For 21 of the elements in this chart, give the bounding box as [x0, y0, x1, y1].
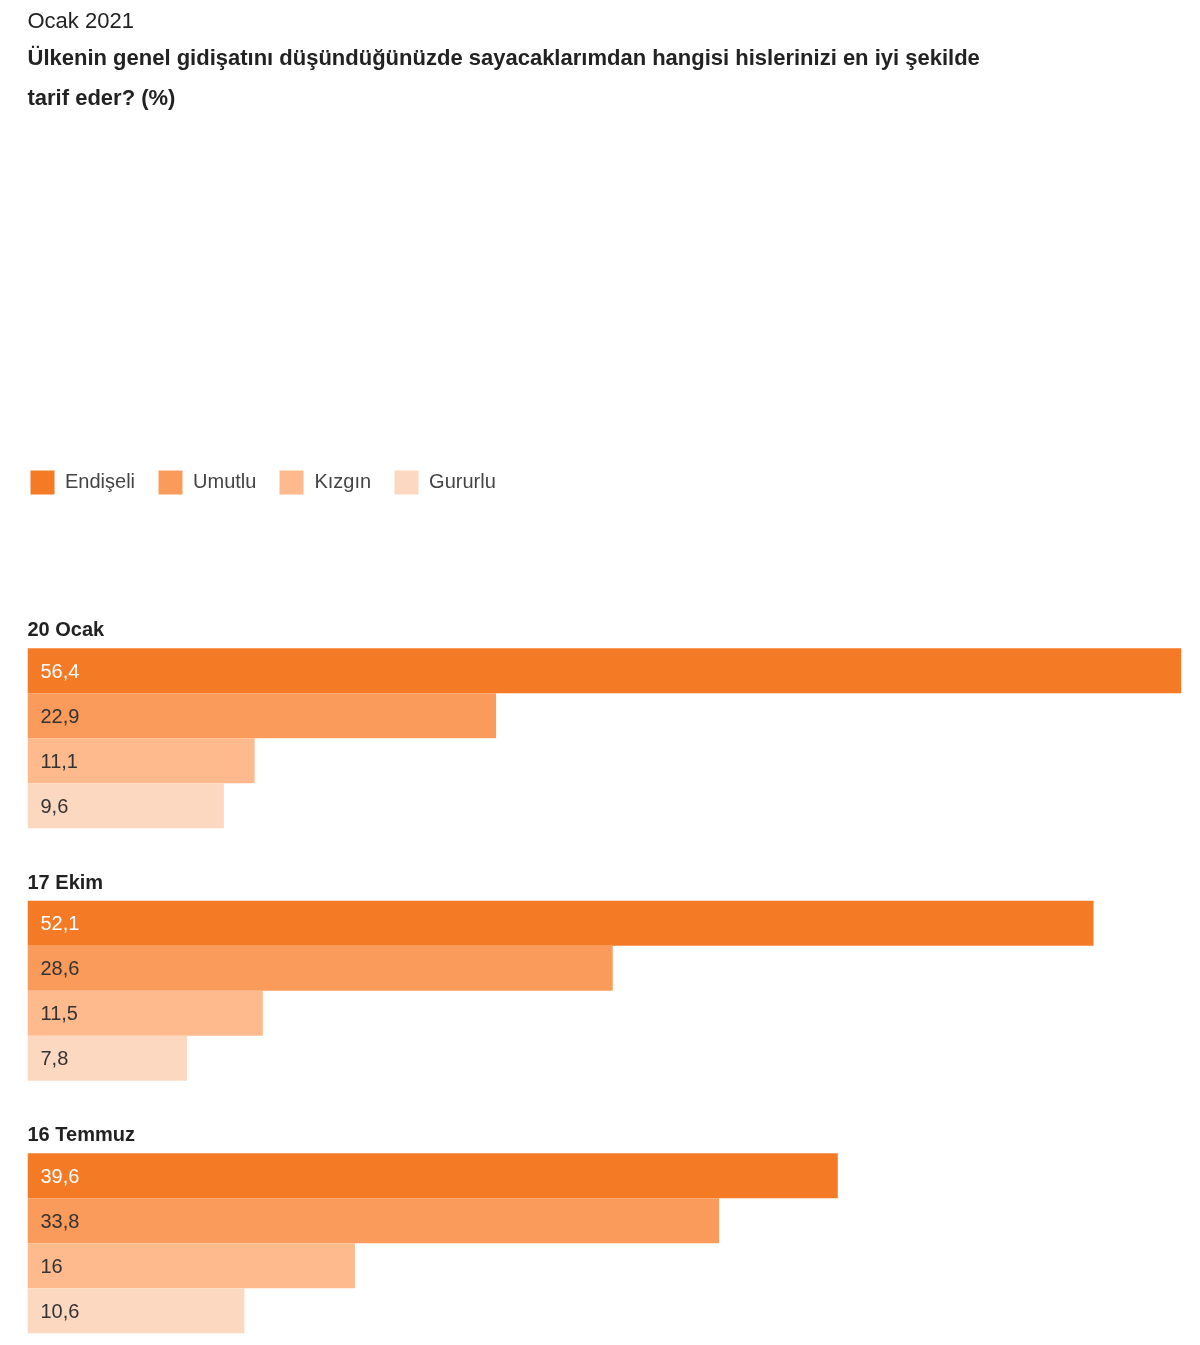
chart-title: Ülkenin genel gidişatını düşündüğünüzde sayacaklarımdan hangisi hislerinizi en iyi şekilde tarif eder? (%) — [27, 44, 980, 110]
y-tick-label: 16 Temmuz — [27, 1123, 135, 1146]
y-tick-label: 17 Ekim — [27, 870, 104, 893]
data-label: 7,8 — [40, 1047, 69, 1070]
data-label: 11,1 — [40, 749, 78, 772]
legend-label: Kızgın — [314, 470, 372, 493]
data-label: 10,6 — [40, 1299, 80, 1322]
data-label: 11,5 — [40, 1002, 78, 1025]
data-label: 56,4 — [40, 659, 80, 682]
y-tick-label: 20 Ocak — [27, 618, 106, 641]
legend-label: Umutlu — [193, 470, 257, 493]
data-label: 39,6 — [40, 1164, 80, 1187]
legend-label: Endişeli — [65, 470, 136, 493]
data-label: 52,1 — [40, 912, 80, 935]
data-label: 22,9 — [40, 704, 80, 727]
data-label: 9,6 — [40, 794, 69, 817]
data-label: 33,8 — [40, 1209, 80, 1232]
data-label: 28,6 — [40, 957, 80, 980]
legend-label: Gururlu — [429, 470, 496, 493]
data-label: 16 — [40, 1254, 63, 1277]
chart-subtitle: Ocak 2021 — [27, 7, 134, 33]
